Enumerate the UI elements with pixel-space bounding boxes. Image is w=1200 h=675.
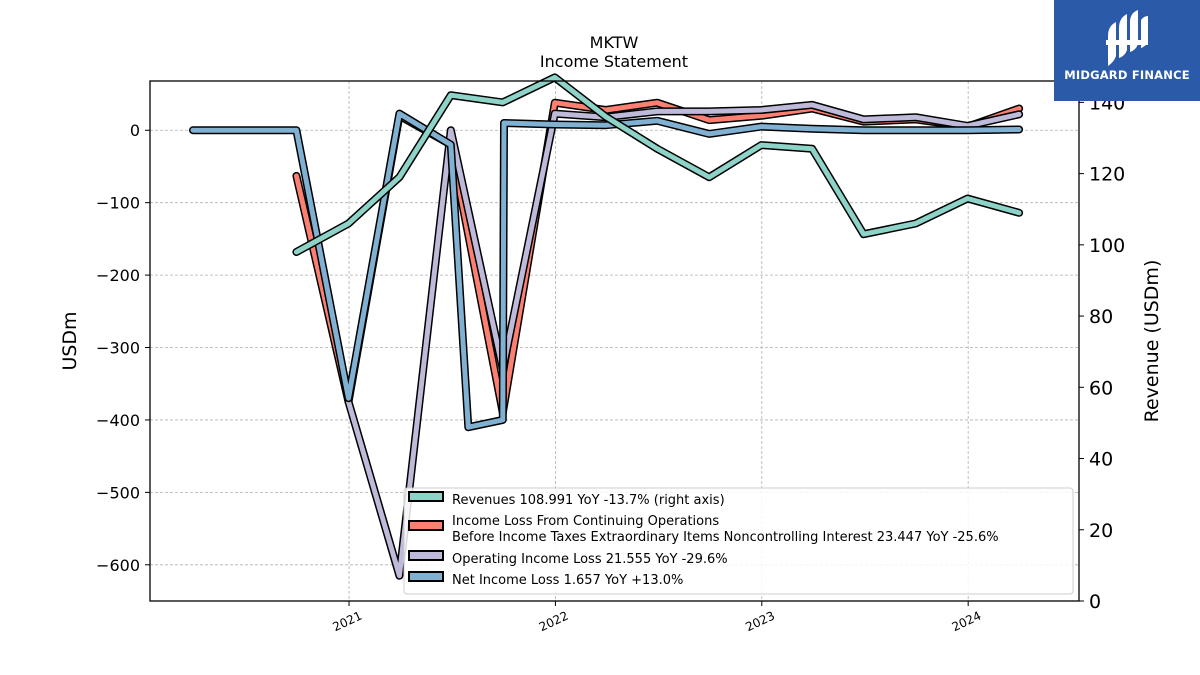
legend-swatch [408,491,444,502]
x-axis-ticks: 2021 2022 2023 2024 [331,601,984,635]
series-stroke [293,74,1022,255]
left-tick-label: −300 [96,339,140,358]
series-line-3 [189,109,1024,432]
series-stroke [346,102,1022,579]
right-tick-label: 100 [1089,235,1125,257]
midgard-finance-logo: MIDGARD FINANCE [1054,0,1200,101]
x-tick-label: 2024 [950,609,984,635]
chart-legend: Revenues 108.991 YoY -13.7% (right axis)… [403,487,1074,595]
x-tick-label: 2022 [537,609,571,635]
legend-swatch [408,571,444,582]
legend-label: Net Income Loss 1.657 YoY +13.0% [452,573,683,588]
left-axis-label: USDm [59,311,81,370]
plot-frame [149,80,1080,602]
right-tick-label: 20 [1089,520,1113,542]
legend-label: Operating Income Loss 21.555 YoY -29.6% [452,552,728,567]
right-tick-label: 40 [1089,449,1113,471]
series-lines [189,73,1024,580]
left-tick-label: −600 [96,556,140,575]
legend-swatch [408,520,444,531]
series-stroke [190,111,1022,430]
left-tick-label: −100 [96,194,140,213]
left-tick-label: −500 [96,483,140,502]
right-axis-label: Revenue (USDm) [1141,260,1163,423]
logo-text: MIDGARD FINANCE [1064,68,1190,82]
left-tick-label: −400 [96,411,140,430]
legend-box [403,487,1074,595]
x-tick-label: 2023 [743,609,777,635]
chart-title: MKTW [590,33,639,52]
series-line-0 [292,73,1024,256]
left-tick-label: 0 [130,121,140,140]
chart-subtitle: Income Statement [540,52,688,71]
legend-label: Revenues 108.991 YoY -13.7% (right axis) [452,493,725,508]
left-tick-label: −200 [96,266,140,285]
right-tick-label: 60 [1089,377,1113,399]
legend-label: Income Loss From Continuing Operations [452,514,719,529]
right-tick-label: 120 [1089,164,1125,186]
legend-label: Before Income Taxes Extraordinary Items … [452,530,999,545]
grid-lines [150,81,1079,601]
midgard-finance-logo-icon [1106,10,1148,66]
left-y-axis-ticks: 0 −100 −200 −300 −400 −500 −600 [96,121,150,575]
right-tick-label: 0 [1089,591,1101,613]
right-tick-label: 80 [1089,306,1113,328]
series-line-2 [344,100,1024,580]
x-tick-label: 2021 [331,609,365,635]
legend-swatch [408,550,444,561]
